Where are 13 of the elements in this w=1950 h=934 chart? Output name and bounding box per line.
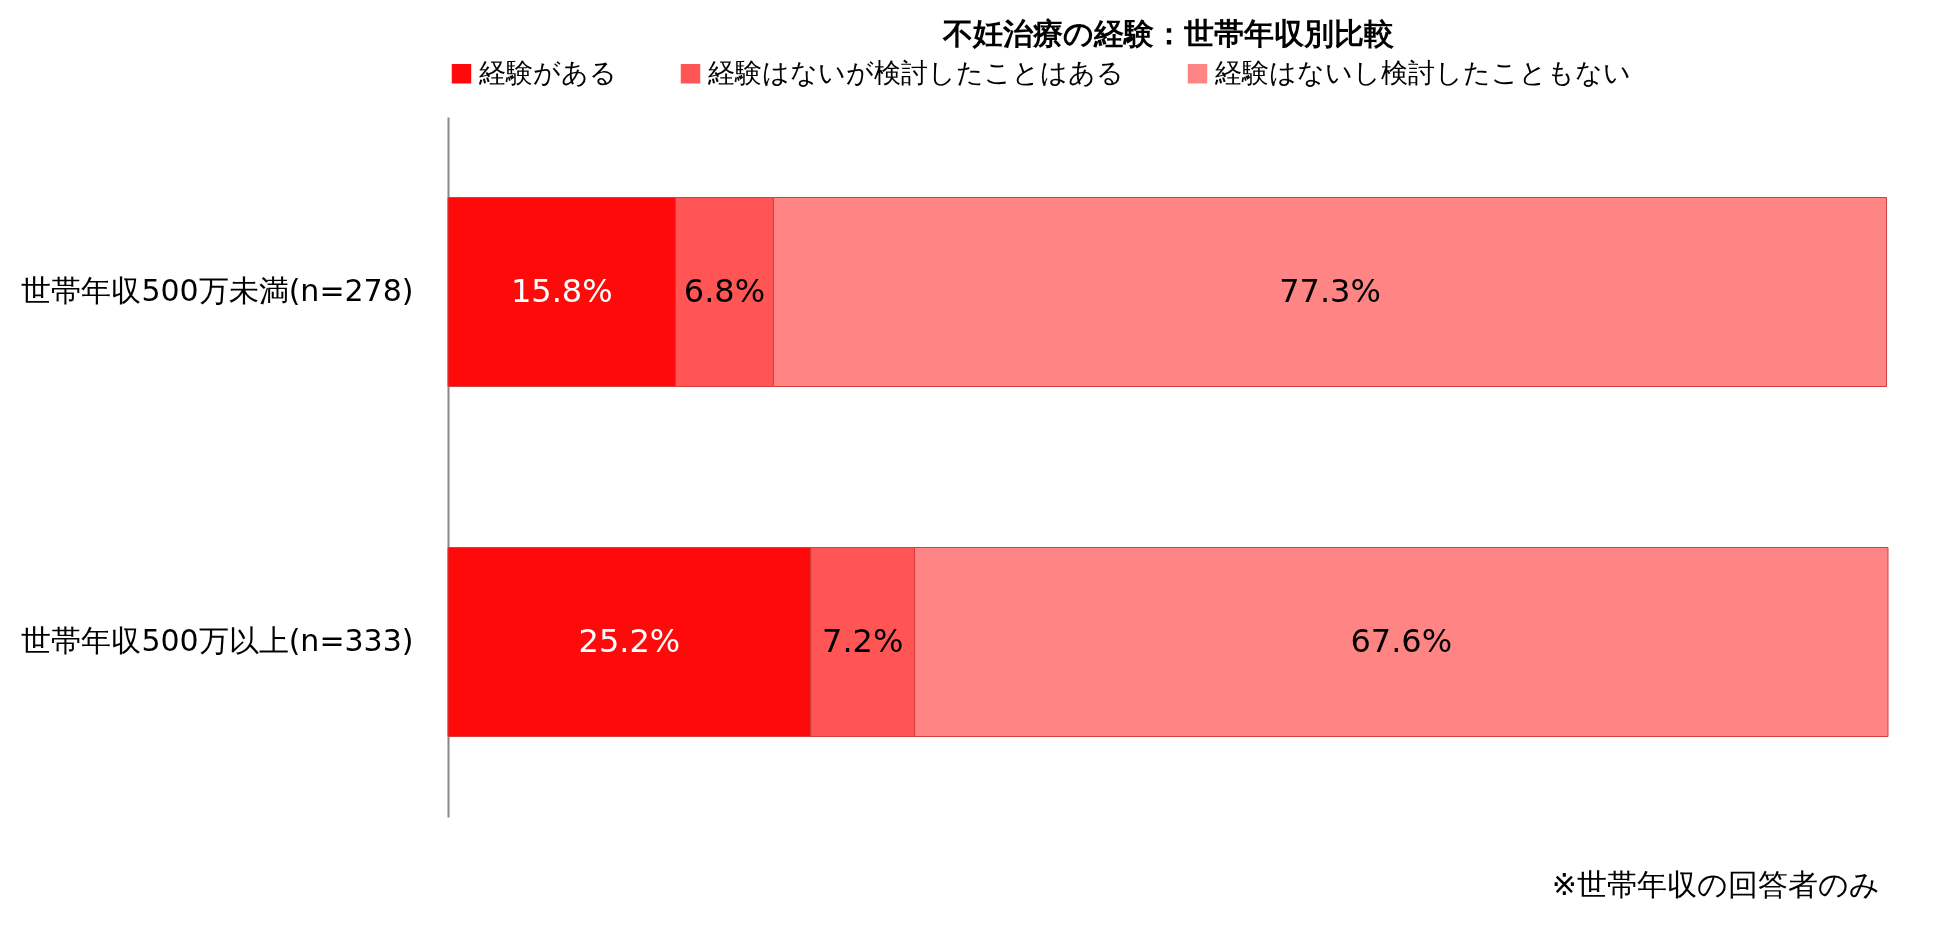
y-tick-label: 世帯年収500万未満(n=278) xyxy=(21,273,414,308)
legend-label: 経験はないが検討したことはある xyxy=(707,56,1124,88)
legend-label: 経験はないし検討したこともない xyxy=(1214,56,1631,88)
data-label: 77.3% xyxy=(1279,272,1381,310)
chart-title: 不妊治療の経験：世帯年収別比較 xyxy=(941,16,1394,51)
data-label: 25.2% xyxy=(578,622,681,660)
text: ※世帯年収の回答者のみ xyxy=(1551,866,1880,904)
data-label: 67.6% xyxy=(1350,622,1453,660)
data-label: 6.8% xyxy=(683,272,766,310)
data-label: 15.8% xyxy=(510,272,613,310)
data-label: 7.2% xyxy=(822,622,904,660)
legend-label: 経験がある xyxy=(478,56,617,88)
y-tick-label: 世帯年収500万以上(n=333) xyxy=(21,623,414,658)
